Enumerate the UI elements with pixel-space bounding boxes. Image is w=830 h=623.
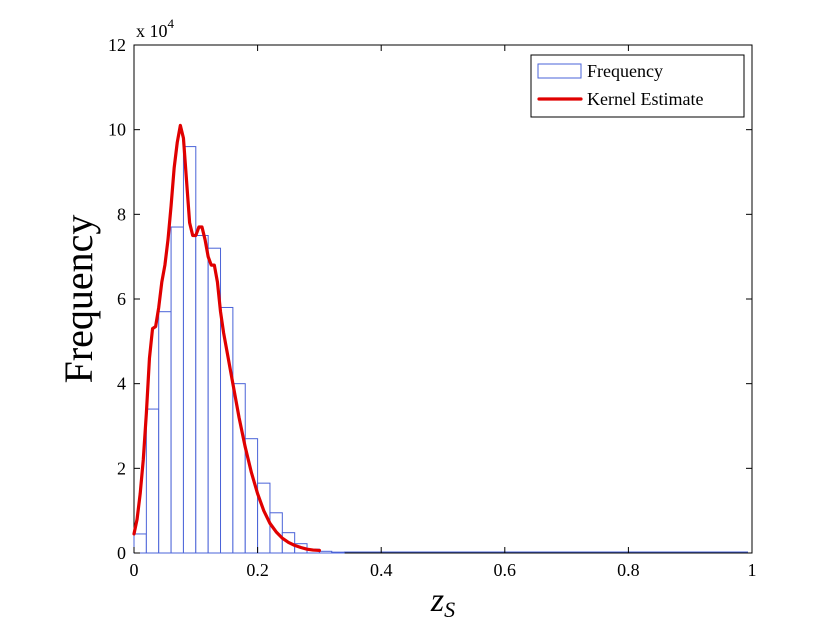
y-tick-label: 4 xyxy=(117,374,126,394)
histogram-bar xyxy=(195,235,209,554)
x-axis-label: zS xyxy=(430,582,455,622)
legend-swatch-frequency xyxy=(537,63,582,79)
x-axis-ticks: 0 0.2 0.4 0.6 0.8 1 xyxy=(130,45,757,580)
histogram-bars xyxy=(133,146,748,554)
y-tick-label: 6 xyxy=(117,289,126,309)
histogram-bar xyxy=(133,533,147,554)
y-tick-label: 0 xyxy=(117,543,126,563)
x-axis-label-subscript: S xyxy=(444,597,455,622)
legend: Frequency Kernel Estimate xyxy=(530,54,745,118)
y-tick-label: 2 xyxy=(117,458,126,478)
legend-label-frequency: Frequency xyxy=(587,61,663,81)
y-axis-ticks: 0 2 4 6 8 10 12 xyxy=(108,35,752,563)
y-scale-label: x 104 xyxy=(136,16,175,41)
y-scale-base: x 10 xyxy=(136,21,168,41)
y-tick-label: 12 xyxy=(108,35,126,55)
y-tick-label: 8 xyxy=(117,204,126,224)
x-tick-label: 0.6 xyxy=(494,560,517,580)
histogram-bar xyxy=(331,551,345,554)
histogram-bar xyxy=(170,226,184,554)
x-tick-label: 0 xyxy=(130,560,139,580)
y-tick-label: 10 xyxy=(108,120,126,140)
x-tick-label: 1 xyxy=(748,560,757,580)
x-axis-label-main: z xyxy=(430,582,444,619)
kernel-estimate-line xyxy=(132,123,321,553)
x-tick-label: 0.8 xyxy=(617,560,640,580)
histogram-bar xyxy=(145,408,160,554)
y-scale-exponent: 4 xyxy=(168,16,175,31)
histogram-bar xyxy=(318,550,333,554)
histogram-bar xyxy=(158,311,172,554)
x-tick-label: 0.2 xyxy=(246,560,269,580)
y-axis-label: Frequency xyxy=(56,215,101,384)
legend-label-kernel-estimate: Kernel Estimate xyxy=(587,89,703,109)
x-tick-label: 0.4 xyxy=(370,560,393,580)
